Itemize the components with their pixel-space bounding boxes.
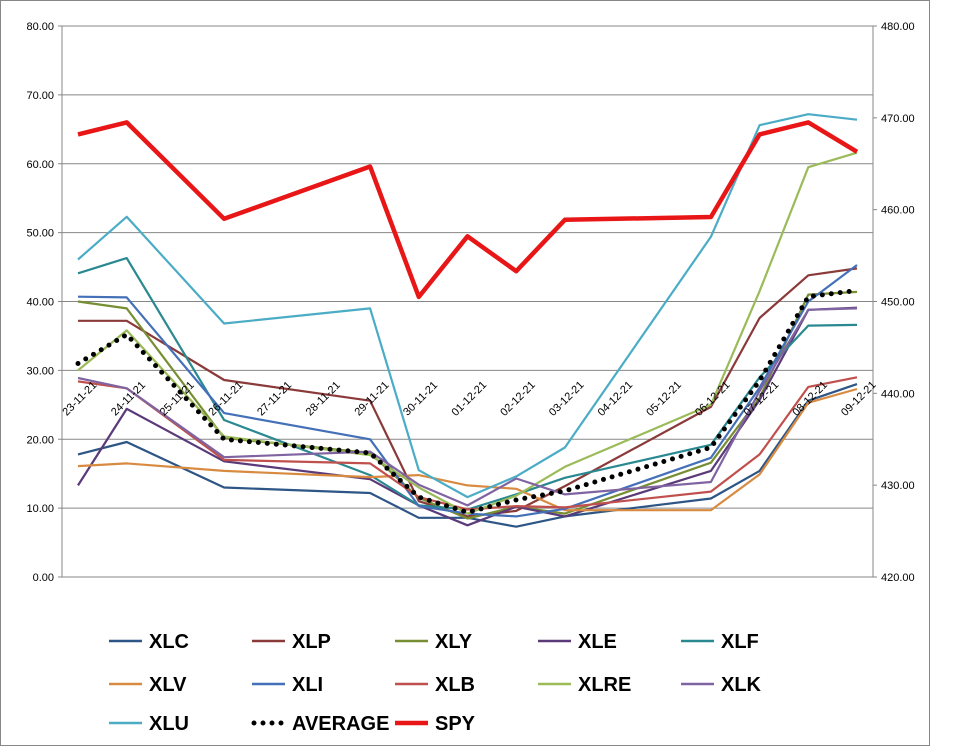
series-line-xlu — [77, 113, 858, 499]
legend-label-xli: XLI — [292, 674, 323, 696]
right-axis-tick-labels: 420.00 430.00 440.00 450.00 460.00 470.00 480.… — [881, 21, 915, 584]
series-line-xlc — [77, 383, 858, 528]
right-axis-tick-label: 480.00 — [881, 21, 915, 33]
x-axis-tick-label: 06-12-21 — [693, 379, 733, 419]
left-axis-tick-label: 70.00 — [26, 90, 54, 102]
legend: XLC XLP XLY XLE XLF XLV XLI XLB XLRE XLK XLU AVERAG… — [109, 631, 762, 735]
legend-label-xle: XLE — [578, 631, 617, 653]
series-line-xli — [77, 264, 858, 518]
left-axis-tick-label: 0.00 — [33, 572, 54, 584]
line-chart: 0.00 10.00 20.00 30.00 40.00 50.00 60.00 70.00 8… — [26, 21, 915, 735]
legend-label-xlv: XLV — [149, 674, 187, 696]
series-line-xlk — [77, 307, 858, 507]
right-axis-tick-label: 460.00 — [881, 205, 915, 217]
right-axis-tick-label: 450.00 — [881, 297, 915, 309]
right-axis-tick-label: 440.00 — [881, 388, 915, 400]
axes — [58, 25, 877, 578]
x-axis-tick-label: 04-12-21 — [596, 379, 636, 419]
legend-label-xlu: XLU — [149, 713, 189, 735]
x-axis-tick-label: 03-12-21 — [547, 379, 587, 419]
gridlines — [62, 25, 873, 578]
legend-label-xlk: XLK — [721, 674, 762, 696]
left-axis-tick-label: 60.00 — [26, 159, 54, 171]
left-axis-tick-label: 30.00 — [26, 365, 54, 377]
legend-label-xlb: XLB — [435, 674, 475, 696]
legend-label-spy: SPY — [435, 713, 476, 735]
legend-label-xlc: XLC — [149, 631, 189, 653]
legend-label-xlf: XLF — [721, 631, 759, 653]
x-axis-tick-label: 02-12-21 — [498, 379, 538, 419]
series-line-xlf — [77, 257, 858, 511]
chart-frame: 0.00 10.00 20.00 30.00 40.00 50.00 60.00 70.00 8… — [0, 0, 930, 746]
left-axis-tick-label: 50.00 — [26, 228, 54, 240]
left-axis-tick-label: 80.00 — [26, 21, 54, 33]
x-axis-tick-label: 30-11-21 — [401, 379, 440, 418]
x-axis-tick-label: 28-11-21 — [304, 379, 343, 418]
x-axis-tick-label: 01-12-21 — [450, 379, 490, 419]
series-line-xly — [77, 290, 858, 520]
x-axis-tick-label: 23-11-21 — [60, 379, 99, 418]
legend-label-xly: XLY — [435, 631, 473, 653]
right-axis-tick-label: 430.00 — [881, 480, 915, 492]
legend-label-xlre: XLRE — [578, 674, 631, 696]
left-axis-tick-label: 10.00 — [26, 503, 54, 515]
series-lines — [75, 113, 860, 528]
left-axis-tick-labels: 0.00 10.00 20.00 30.00 40.00 50.00 60.00 70.00 8… — [26, 21, 54, 584]
left-axis-tick-label: 20.00 — [26, 434, 54, 446]
series-line-xlre — [77, 151, 858, 515]
x-axis-tick-label: 05-12-21 — [644, 379, 684, 419]
series-line-average — [75, 288, 860, 515]
legend-label-average: AVERAGE — [292, 713, 389, 735]
right-axis-tick-label: 470.00 — [881, 113, 915, 125]
series-line-spy — [77, 120, 859, 300]
right-axis-tick-label: 420.00 — [881, 572, 915, 584]
legend-label-xlp: XLP — [292, 631, 331, 653]
left-axis-tick-label: 40.00 — [26, 297, 54, 309]
